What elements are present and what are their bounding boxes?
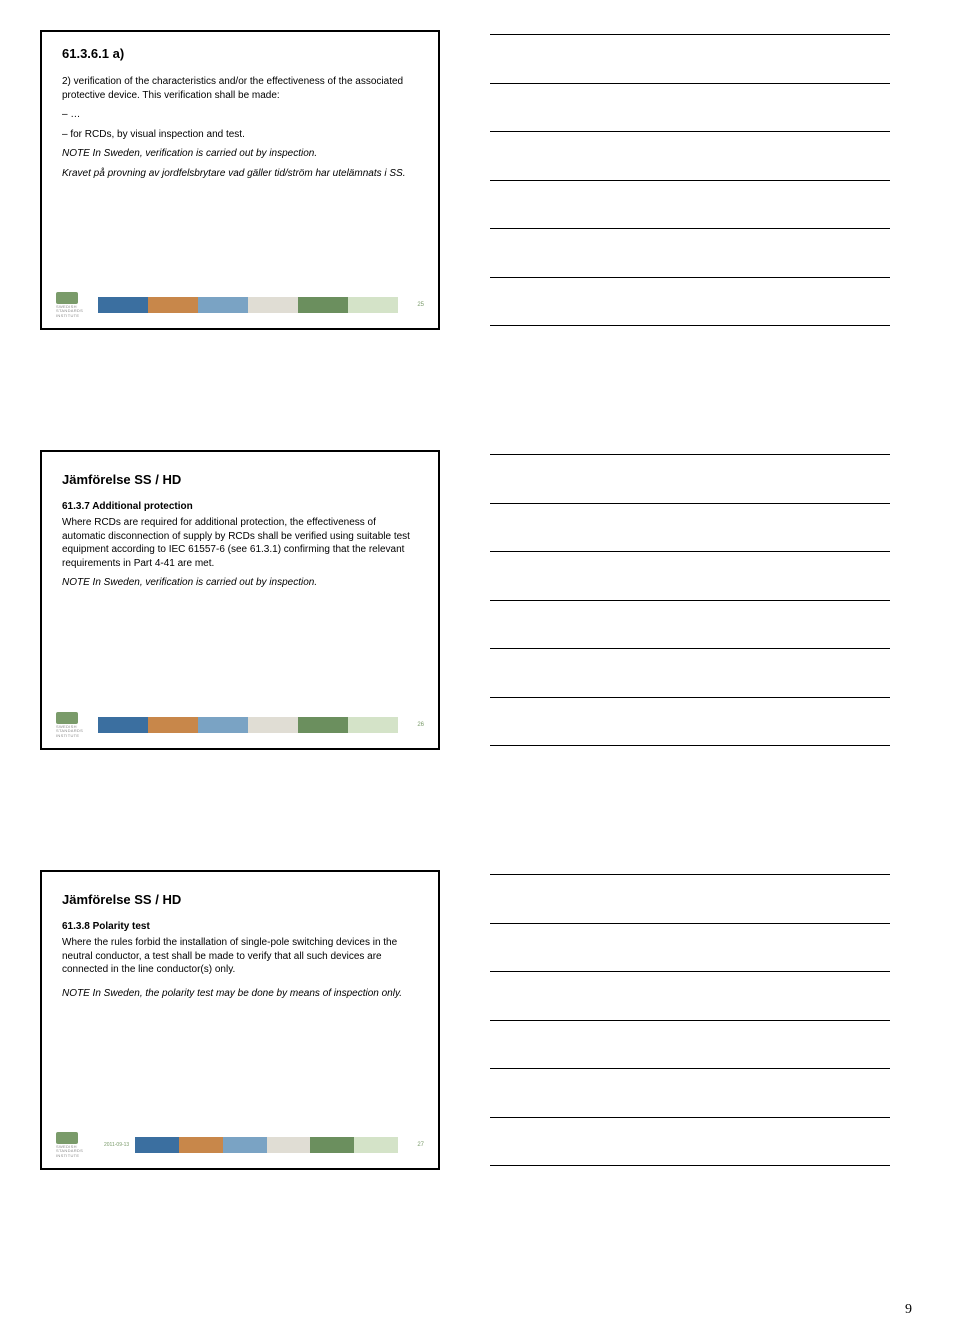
strip-seg: [135, 1137, 179, 1153]
slide-row-3: Jämförelse SS / HD 61.3.8 Polarity test …: [40, 870, 920, 1170]
sis-logo-mark: [56, 712, 78, 724]
slide-3-note1: NOTE In Sweden, the polarity test may be…: [62, 987, 418, 1001]
slide-row-1: 61.3.6.1 a) 2) verification of the chara…: [40, 30, 920, 330]
slide-1: 61.3.6.1 a) 2) verification of the chara…: [40, 30, 440, 330]
strip-seg: [310, 1137, 354, 1153]
footer-strip: [135, 1137, 398, 1153]
slide-2: Jämförelse SS / HD 61.3.7 Additional pro…: [40, 450, 440, 750]
note-line: [490, 83, 890, 84]
note-line: [490, 1165, 890, 1166]
strip-seg: [223, 1137, 267, 1153]
strip-seg: [198, 717, 248, 733]
slide-3: Jämförelse SS / HD 61.3.8 Polarity test …: [40, 870, 440, 1170]
sis-logo-mark: [56, 292, 78, 304]
notes-area-2: [490, 450, 890, 750]
sis-logo-text-3: INSTITUTE: [56, 734, 92, 738]
note-line: [490, 34, 890, 35]
note-line: [490, 600, 890, 601]
strip-seg: [298, 717, 348, 733]
slide-3-body1: Where the rules forbid the installation …: [62, 936, 418, 977]
page-number: 9: [905, 1302, 912, 1318]
sis-logo: SWEDISH STANDARDS INSTITUTE: [56, 712, 92, 738]
strip-seg: [354, 1137, 398, 1153]
sis-logo-text-3: INSTITUTE: [56, 314, 92, 318]
slide-2-subheading: 61.3.7 Additional protection: [62, 501, 418, 512]
strip-seg: [198, 297, 248, 313]
strip-seg: [179, 1137, 223, 1153]
note-line: [490, 923, 890, 924]
sis-logo: SWEDISH STANDARDS INSTITUTE: [56, 292, 92, 318]
strip-seg: [348, 717, 398, 733]
slide-1-body1: 2) verification of the characteristics a…: [62, 75, 418, 102]
slide-1-body3: – for RCDs, by visual inspection and tes…: [62, 128, 418, 142]
strip-seg: [348, 297, 398, 313]
slide-2-body1: Where RCDs are required for additional p…: [62, 516, 418, 570]
slide-2-heading: Jämförelse SS / HD: [62, 472, 418, 487]
slide-1-note1: NOTE In Sweden, verification is carried …: [62, 147, 418, 161]
notes-area-1: [490, 30, 890, 330]
strip-seg: [267, 1137, 311, 1153]
slide-3-date: 2011-09-13: [104, 1142, 129, 1148]
slide-2-number: 26: [404, 722, 424, 728]
note-line: [490, 1020, 890, 1021]
strip-seg: [248, 297, 298, 313]
note-line: [490, 697, 890, 698]
slide-3-subheading: 61.3.8 Polarity test: [62, 921, 418, 932]
sis-logo-mark: [56, 1132, 78, 1144]
strip-seg: [248, 717, 298, 733]
note-line: [490, 1068, 890, 1069]
note-line: [490, 325, 890, 326]
note-line: [490, 1117, 890, 1118]
sis-logo-text-3: INSTITUTE: [56, 1154, 92, 1158]
footer-strip: [98, 297, 398, 313]
notes-area-3: [490, 870, 890, 1170]
slide-1-note2: Kravet på provning av jordfelsbrytare va…: [62, 167, 418, 181]
note-line: [490, 131, 890, 132]
slide-row-2: Jämförelse SS / HD 61.3.7 Additional pro…: [40, 450, 920, 750]
slide-2-note1: NOTE In Sweden, verification is carried …: [62, 576, 418, 590]
slide-3-number: 27: [404, 1142, 424, 1148]
note-line: [490, 180, 890, 181]
strip-seg: [98, 297, 148, 313]
slide-1-number: 25: [404, 302, 424, 308]
note-line: [490, 874, 890, 875]
strip-seg: [148, 717, 198, 733]
sis-logo: SWEDISH STANDARDS INSTITUTE: [56, 1132, 92, 1158]
note-line: [490, 971, 890, 972]
strip-seg: [148, 297, 198, 313]
slide-2-footer: SWEDISH STANDARDS INSTITUTE 26: [56, 712, 424, 738]
slide-1-heading: 61.3.6.1 a): [62, 46, 418, 61]
slide-1-body2: – …: [62, 108, 418, 122]
note-line: [490, 551, 890, 552]
slide-1-footer: SWEDISH STANDARDS INSTITUTE 25: [56, 292, 424, 318]
strip-seg: [298, 297, 348, 313]
slide-3-heading: Jämförelse SS / HD: [62, 892, 418, 907]
note-line: [490, 503, 890, 504]
slide-3-footer: SWEDISH STANDARDS INSTITUTE 2011-09-13 2…: [56, 1132, 424, 1158]
footer-strip: [98, 717, 398, 733]
note-line: [490, 228, 890, 229]
note-line: [490, 745, 890, 746]
note-line: [490, 648, 890, 649]
note-line: [490, 454, 890, 455]
strip-seg: [98, 717, 148, 733]
note-line: [490, 277, 890, 278]
